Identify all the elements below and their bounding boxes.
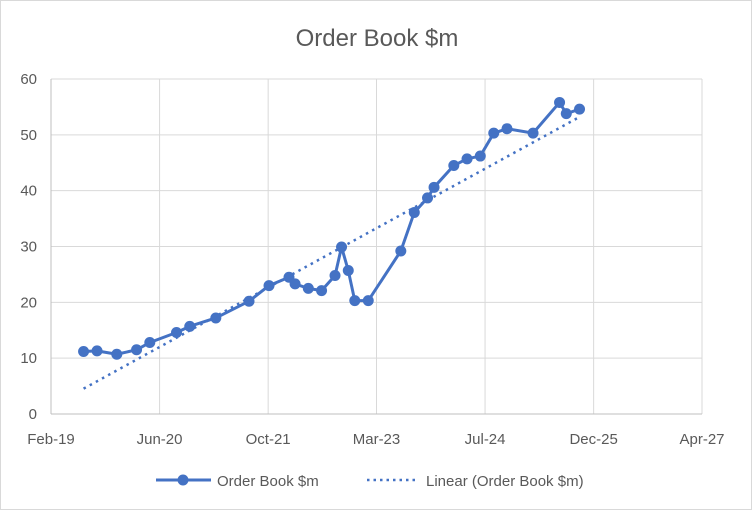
y-tick-label: 10 bbox=[20, 350, 37, 367]
data-point bbox=[501, 123, 513, 135]
chart-title: Order Book $m bbox=[296, 25, 459, 52]
x-tick-label: Oct-21 bbox=[246, 431, 291, 448]
legend: Order Book $m Linear (Order Book $m) bbox=[156, 473, 584, 490]
x-tick-label: Jun-20 bbox=[137, 431, 183, 448]
y-tick-label: 30 bbox=[20, 239, 37, 256]
y-tick-label: 20 bbox=[20, 294, 37, 311]
data-point bbox=[289, 278, 301, 290]
legend-label-series: Order Book $m bbox=[217, 473, 319, 490]
data-point bbox=[342, 265, 354, 277]
data-point bbox=[448, 160, 460, 172]
data-point bbox=[488, 127, 500, 139]
data-point bbox=[336, 241, 348, 253]
data-point bbox=[428, 181, 440, 193]
data-point bbox=[171, 326, 183, 338]
data-point bbox=[78, 345, 90, 357]
data-point bbox=[131, 344, 143, 356]
data-point bbox=[362, 295, 374, 307]
x-tick-label: Apr-27 bbox=[679, 431, 724, 448]
data-point bbox=[527, 127, 539, 139]
gridlines bbox=[51, 78, 703, 414]
x-tick-label: Feb-19 bbox=[27, 431, 75, 448]
data-point bbox=[329, 270, 341, 282]
legend-marker-icon bbox=[177, 474, 189, 486]
y-tick-label: 50 bbox=[20, 127, 37, 144]
data-point bbox=[111, 348, 123, 360]
trendline bbox=[82, 115, 581, 390]
data-point bbox=[243, 295, 255, 307]
x-tick-label: Jul-24 bbox=[465, 431, 506, 448]
data-point bbox=[422, 192, 434, 204]
y-tick-label: 60 bbox=[20, 71, 37, 88]
data-point bbox=[263, 280, 275, 292]
data-point bbox=[349, 295, 361, 307]
data-point bbox=[461, 153, 473, 165]
data-point bbox=[395, 245, 407, 257]
data-point bbox=[474, 150, 486, 162]
data-point bbox=[210, 312, 222, 324]
series-line bbox=[83, 100, 581, 356]
y-tick-label: 0 bbox=[29, 406, 37, 423]
axes: 0 10 20 30 40 50 60 Feb-19 Jun-20 Oct-21 Mar-23 Jul… bbox=[20, 71, 724, 448]
data-point bbox=[554, 96, 566, 108]
trendline-line bbox=[82, 115, 581, 390]
data-point bbox=[574, 103, 586, 115]
data-point bbox=[408, 206, 420, 218]
data-point bbox=[302, 282, 314, 294]
data-point bbox=[144, 337, 156, 349]
x-tick-label: Dec-25 bbox=[569, 431, 617, 448]
data-point bbox=[184, 320, 196, 332]
data-point bbox=[560, 108, 572, 120]
data-point bbox=[91, 345, 103, 357]
x-tick-label: Mar-23 bbox=[353, 431, 401, 448]
y-tick-label: 40 bbox=[20, 183, 37, 200]
data-point bbox=[316, 285, 328, 297]
legend-label-trendline: Linear (Order Book $m) bbox=[426, 473, 584, 490]
series-order-book bbox=[78, 96, 586, 360]
